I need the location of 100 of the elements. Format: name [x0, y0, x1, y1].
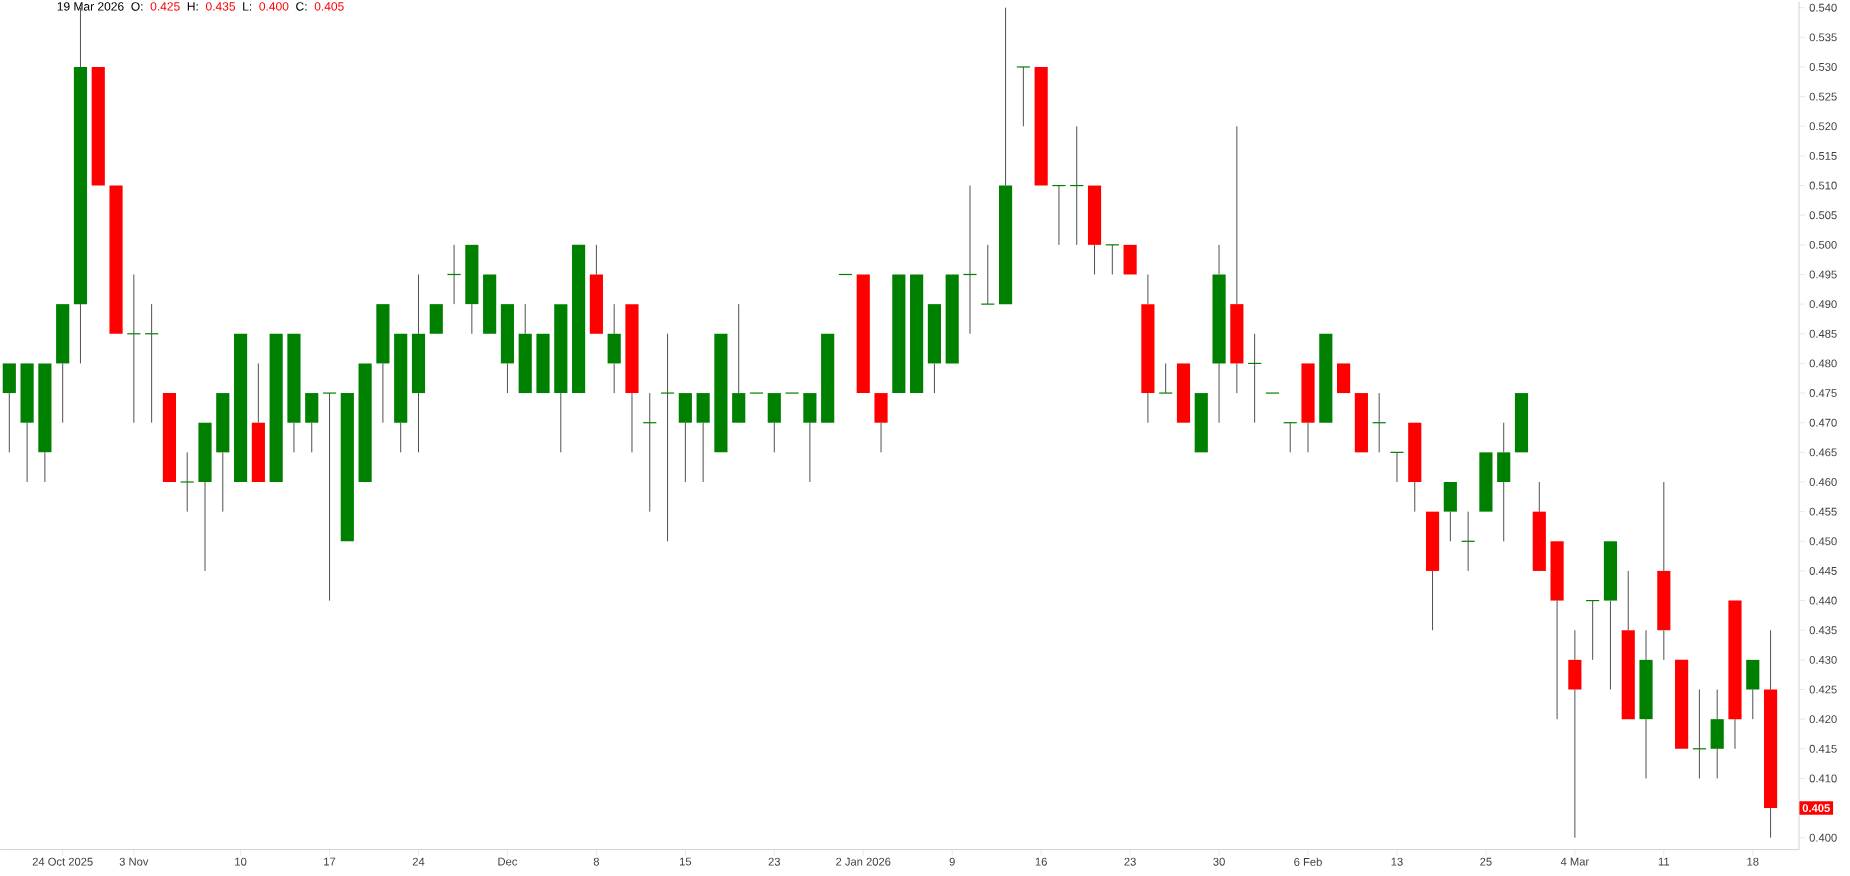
x-tick-label: 11: [1658, 857, 1670, 866]
x-tick-label: 10: [235, 857, 247, 866]
candlestick: [1425, 511, 1440, 631]
candlestick: [358, 363, 372, 483]
x-tick-label: 3 Nov: [119, 857, 149, 866]
y-tick-label: 0.425: [1809, 685, 1837, 694]
y-tick-label: 0.530: [1809, 63, 1837, 72]
candlestick: [251, 363, 265, 483]
candlestick: [1479, 452, 1493, 512]
y-tick-label: 0.420: [1809, 715, 1837, 724]
candlestick: [305, 393, 319, 454]
candlestick: [1532, 481, 1546, 572]
x-tick-label: 2 Jan 2026: [836, 857, 891, 866]
y-tick-label: 0.440: [1809, 596, 1837, 605]
y-tick-label: 0.455: [1809, 507, 1837, 516]
y-tick-label: 0.495: [1809, 270, 1837, 279]
candlestick: [1639, 629, 1653, 780]
annotation: 0.400: [259, 2, 289, 11]
candlestick: [1354, 393, 1368, 453]
y-tick-label: 0.480: [1809, 359, 1837, 368]
candlestick: [554, 304, 568, 454]
candlestick: [1710, 689, 1724, 780]
x-tick-label: 24: [412, 857, 425, 866]
annotation: H:: [187, 2, 198, 11]
y-tick-label: 0.430: [1809, 656, 1837, 665]
x-tick-label: 18: [1747, 857, 1759, 866]
y-tick-label: 0.515: [1809, 152, 1837, 161]
candlestick: [376, 304, 390, 424]
y-tick-label: 0.445: [1809, 567, 1837, 576]
y-tick-label: 0.450: [1809, 537, 1837, 546]
candlestick: [1034, 67, 1048, 186]
candlestick: [1763, 629, 1778, 839]
candlestick: [109, 185, 123, 334]
candlestick: [1657, 481, 1671, 661]
candlestick: [572, 245, 586, 394]
candlestick: [1301, 363, 1315, 454]
y-tick-label: 0.510: [1809, 181, 1837, 190]
candlestick: [1550, 541, 1564, 720]
candlestick: [1212, 244, 1226, 424]
candlestick: [1746, 660, 1760, 720]
candlestick: [625, 304, 639, 454]
candlestick: [518, 303, 532, 394]
y-tick-label: 0.460: [1809, 478, 1837, 487]
y-tick-label: 0.500: [1809, 241, 1837, 249]
candlestick: [1194, 393, 1208, 453]
candlestick: [1176, 363, 1191, 423]
candlestick: [607, 303, 621, 394]
annotation: C:: [296, 2, 307, 11]
candlestick: [500, 304, 515, 394]
candlestick: [714, 333, 728, 453]
x-tick-label: Dec: [498, 857, 518, 866]
x-tick-label: 25: [1480, 857, 1492, 866]
y-tick-label: 0.540: [1809, 3, 1837, 12]
candlestick: [322, 392, 337, 602]
candlestick: [589, 244, 603, 334]
candlestick: [998, 7, 1013, 305]
candlestick: [1337, 363, 1351, 394]
candlestick: [1141, 274, 1155, 424]
x-tick-label: 13: [1391, 857, 1403, 866]
candlestick: [980, 244, 995, 305]
x-tick-label: 17: [324, 857, 336, 866]
candlestick: [180, 452, 195, 513]
candlestick: [821, 333, 835, 423]
y-tick-label: 0.410: [1809, 774, 1837, 783]
candlestick: [162, 393, 176, 483]
candlestick: [1123, 245, 1137, 275]
candlestick: [198, 422, 212, 572]
candlestick: [927, 304, 941, 394]
candlestick: [1087, 185, 1102, 276]
y-tick-label: 0.520: [1809, 122, 1837, 131]
candlestick: [1568, 629, 1582, 839]
y-tick-label: 0.415: [1809, 745, 1837, 753]
y-tick-label: 0.490: [1809, 300, 1837, 309]
candlestick: [269, 333, 283, 483]
annotation: L:: [243, 2, 252, 11]
candlestick: [1675, 660, 1689, 749]
candlestick: [394, 333, 408, 454]
y-tick-label: 0.525: [1809, 92, 1837, 101]
candlestick: [660, 333, 675, 542]
x-tick-label: 8: [593, 857, 600, 866]
candlestick: [1603, 541, 1618, 691]
annotation: 19 Mar 2026: [57, 2, 124, 11]
annotation: 0.405: [314, 2, 344, 11]
y-tick-label: 0.465: [1809, 448, 1837, 457]
x-tick-label: 6 Feb: [1294, 857, 1322, 867]
y-tick-label: 0.470: [1809, 418, 1837, 427]
x-tick-label: 23: [768, 857, 781, 866]
candlestick: [892, 274, 906, 394]
candlestick: [56, 304, 70, 424]
candlestick: [1514, 393, 1529, 453]
annotation: O:: [131, 2, 143, 11]
candlestick: [216, 393, 230, 513]
candlestick: [340, 393, 354, 542]
y-tick-label: 0.475: [1809, 389, 1837, 398]
candlestick: [233, 333, 248, 483]
candlestick: [945, 274, 959, 364]
candlestick: [429, 304, 443, 334]
x-tick-label: 16: [1035, 857, 1047, 866]
annotation: 0.405: [1802, 804, 1830, 813]
candlestick: [38, 363, 52, 483]
